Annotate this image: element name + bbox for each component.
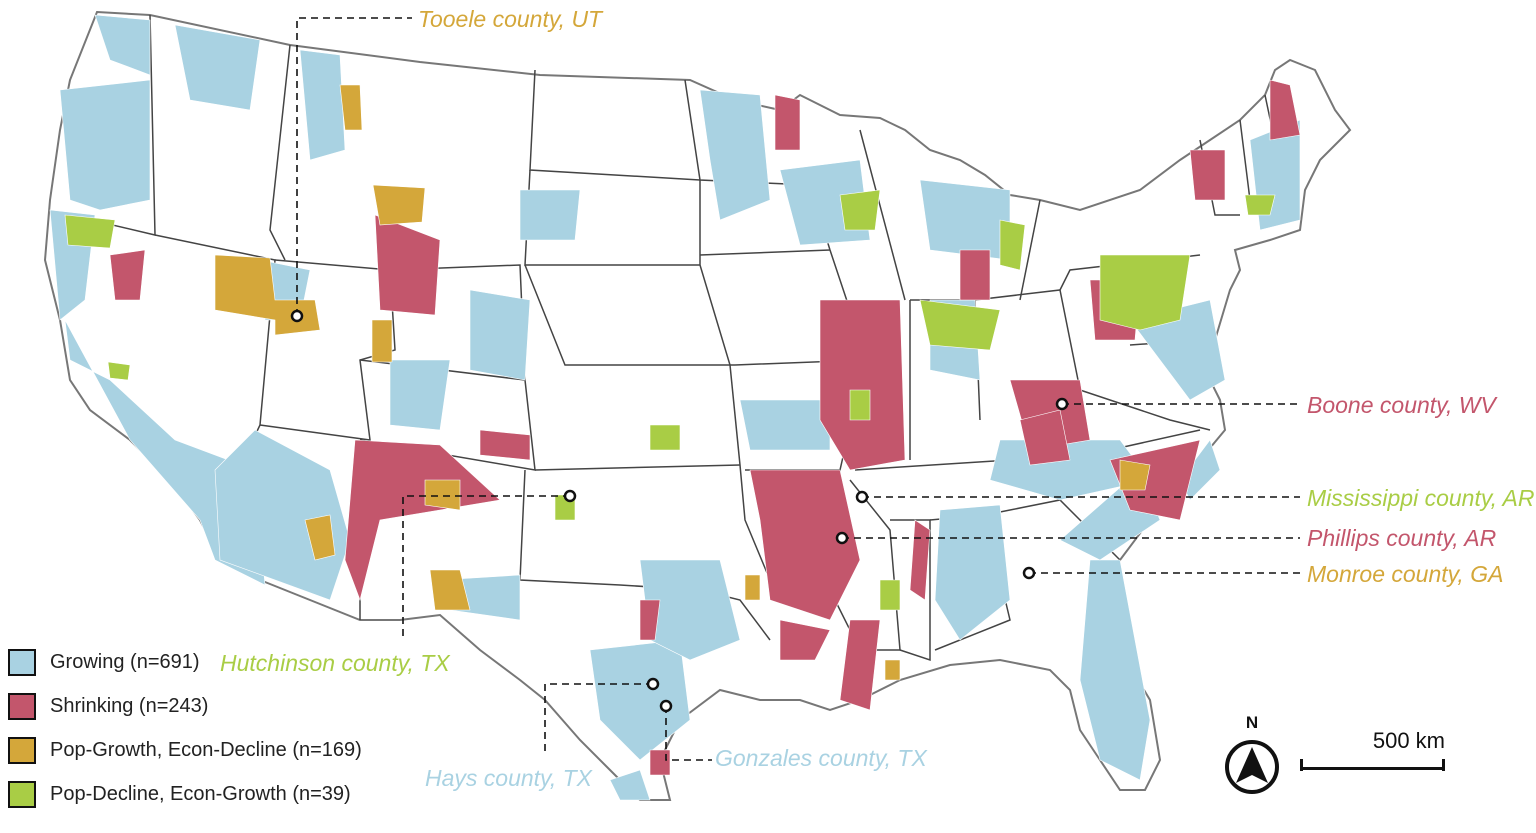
legend: Growing (n=691) Shrinking (n=243) Pop-Gr…: [8, 640, 362, 816]
scale-bar-label: 500 km: [1372, 728, 1445, 753]
callout-label-phillips: Phillips county, AR: [1307, 525, 1497, 551]
callout-label-tooele: Tooele county, UT: [418, 6, 603, 32]
legend-label-growing: Growing (n=691): [50, 650, 200, 673]
callout-label-hutchinson: Hutchinson county, TX: [220, 650, 450, 676]
leader-line-tooele: [296, 17, 412, 316]
legend-swatch-pop-decline-econ-growth: [8, 780, 36, 808]
scale-bar-tick-left: [1300, 759, 1303, 771]
callout-label-hays: Hays county, TX: [425, 765, 593, 791]
pop-decline-econ-growth-counties: [64, 189, 1276, 611]
scale-bar-line: [1300, 767, 1445, 770]
leader-line-hays: [544, 683, 653, 755]
scale-bar-tick-right: [1442, 759, 1445, 771]
marker-gonzales: [659, 699, 673, 713]
legend-label-shrinking: Shrinking (n=243): [50, 694, 209, 717]
callout-label-gonzales: Gonzales county, TX: [715, 745, 927, 771]
scale-bar: 500 km: [1300, 728, 1445, 778]
marker-boone: [1055, 397, 1069, 411]
callout-markers: [290, 309, 1069, 713]
legend-item-growing: Growing (n=691): [8, 640, 362, 684]
north-arrow: N: [1224, 713, 1280, 803]
marker-phillips: [835, 531, 849, 545]
legend-item-pop-decline-econ-growth: Pop-Decline, Econ-Growth (n=39): [8, 772, 362, 816]
marker-hays: [646, 677, 660, 691]
leader-line-gonzales: [665, 706, 712, 761]
legend-item-shrinking: Shrinking (n=243): [8, 684, 362, 728]
marker-hutchinson: [563, 489, 577, 503]
callout-lines: [296, 17, 1300, 761]
marker-mississippi: [855, 490, 869, 504]
marker-monroe: [1022, 566, 1036, 580]
legend-swatch-shrinking: [8, 692, 36, 720]
north-arrow-label: N: [1245, 713, 1259, 732]
legend-label-pop-decline-econ-growth: Pop-Decline, Econ-Growth (n=39): [50, 782, 351, 805]
north-arrow-icon: [1225, 740, 1279, 794]
legend-label-pop-growth-econ-decline: Pop-Growth, Econ-Decline (n=169): [50, 738, 362, 761]
shrinking-counties: [109, 79, 1301, 776]
callout-label-boone: Boone county, WV: [1307, 392, 1496, 418]
callout-label-monroe: Monroe county, GA: [1307, 561, 1504, 587]
legend-item-pop-growth-econ-decline: Pop-Growth, Econ-Decline (n=169): [8, 728, 362, 772]
legend-swatch-pop-growth-econ-decline: [8, 736, 36, 764]
callout-label-mississippi: Mississippi county, AR: [1307, 485, 1535, 511]
legend-swatch-growing: [8, 648, 36, 676]
marker-tooele: [290, 309, 304, 323]
